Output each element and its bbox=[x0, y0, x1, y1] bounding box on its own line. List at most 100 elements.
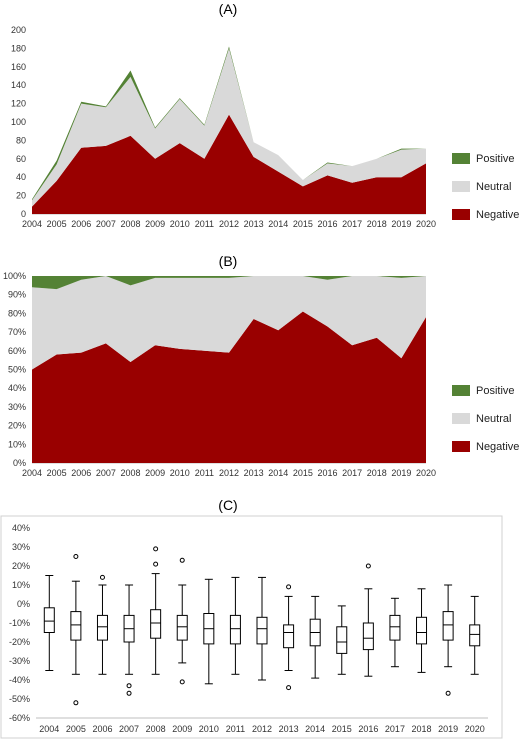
x-tick-label: 2018 bbox=[367, 219, 387, 229]
x-tick-label: 2018 bbox=[367, 468, 387, 478]
panel-b-areas bbox=[32, 276, 426, 463]
legend-swatch-neutral bbox=[452, 181, 470, 192]
area-neutral bbox=[32, 276, 426, 370]
box-2009 bbox=[176, 557, 188, 685]
y-tick-label: 100% bbox=[3, 271, 26, 281]
x-tick-label: 2015 bbox=[293, 468, 313, 478]
legend-swatch-neutral bbox=[452, 413, 470, 424]
outlier-point bbox=[73, 700, 79, 706]
y-tick-label: 90% bbox=[8, 290, 26, 300]
y-tick-label: 30% bbox=[8, 402, 26, 412]
y-tick-label: 100 bbox=[11, 117, 26, 127]
x-tick-label: 2004 bbox=[22, 468, 42, 478]
box-2010 bbox=[203, 578, 215, 685]
x-tick-label: 2012 bbox=[219, 219, 239, 229]
y-tick-label: 10% bbox=[8, 439, 26, 449]
box-2007 bbox=[123, 584, 135, 696]
panel-c-axes: -60% -50% -40% -30% -20% -10% 0% 10% 20% 30% 40% 20… bbox=[9, 523, 488, 734]
x-tick-label: 2010 bbox=[170, 219, 190, 229]
outlier-point bbox=[153, 546, 159, 552]
panel-c-frame bbox=[0, 515, 503, 739]
y-tick-label: -40% bbox=[9, 675, 30, 685]
y-tick-label: 140 bbox=[11, 80, 26, 90]
y-tick-label: 0% bbox=[17, 599, 30, 609]
x-tick-label: 2011 bbox=[195, 468, 214, 478]
box-2013 bbox=[283, 584, 295, 691]
y-tick-label: 60% bbox=[8, 346, 26, 356]
x-tick-label: 2016 bbox=[358, 724, 378, 734]
panel-c: (C) -60% -50% -40% -30% -20% -10% 0% 10% 20% 30% 4… bbox=[0, 497, 503, 739]
x-tick-label: 2014 bbox=[305, 724, 325, 734]
iqr-box bbox=[362, 622, 374, 651]
legend-swatch-positive bbox=[452, 153, 470, 164]
y-tick-label: 70% bbox=[8, 327, 26, 337]
y-tick-label: 0 bbox=[21, 209, 26, 219]
x-tick-label: 2009 bbox=[145, 219, 165, 229]
x-tick-label: 2006 bbox=[71, 219, 91, 229]
y-tick-label: 20% bbox=[8, 421, 26, 431]
panel-a: (A) 0 20 40 60 80 100 120 140 160 180 200 2004 2005 2… bbox=[11, 1, 519, 229]
box-2016 bbox=[362, 563, 374, 677]
iqr-box bbox=[469, 624, 481, 647]
x-tick-label: 2019 bbox=[391, 219, 411, 229]
box-2008 bbox=[150, 546, 162, 675]
box-2015 bbox=[336, 605, 348, 675]
x-tick-label: 2012 bbox=[252, 724, 272, 734]
x-tick-label: 2012 bbox=[219, 468, 239, 478]
panel-a-legend: Positive Neutral Negative bbox=[452, 153, 519, 221]
legend-label-negative: Negative bbox=[476, 441, 519, 453]
legend-swatch-negative bbox=[452, 209, 470, 220]
iqr-box bbox=[416, 616, 428, 645]
y-tick-label: 40 bbox=[16, 172, 26, 182]
outlier-point bbox=[286, 584, 292, 590]
iqr-box bbox=[442, 611, 454, 641]
legend-swatch-negative bbox=[452, 441, 470, 452]
y-tick-label: 20% bbox=[12, 561, 30, 571]
x-tick-label: 2014 bbox=[268, 468, 288, 478]
x-tick-label: 2009 bbox=[145, 468, 165, 478]
legend-label-positive: Positive bbox=[476, 153, 515, 165]
box-2004 bbox=[43, 575, 55, 671]
outlier-point bbox=[365, 563, 371, 569]
x-tick-label: 2015 bbox=[293, 219, 313, 229]
panel-b-legend: Positive Neutral Negative bbox=[452, 385, 519, 453]
x-tick-label: 2008 bbox=[120, 219, 140, 229]
y-tick-label: -50% bbox=[9, 694, 30, 704]
iqr-box bbox=[229, 614, 241, 645]
y-tick-label: 20 bbox=[16, 191, 26, 201]
x-tick-label: 2007 bbox=[119, 724, 139, 734]
legend-label-positive: Positive bbox=[476, 385, 515, 397]
y-tick-label: 160 bbox=[11, 62, 26, 72]
panel-b-title: (B) bbox=[219, 253, 238, 269]
box-2012 bbox=[256, 576, 268, 681]
panel-c-title: (C) bbox=[218, 497, 237, 513]
box-2020 bbox=[469, 595, 481, 675]
iqr-box bbox=[283, 624, 295, 649]
y-tick-label: -10% bbox=[9, 618, 30, 628]
y-tick-label: 80 bbox=[16, 135, 26, 145]
x-tick-label: 2020 bbox=[416, 468, 436, 478]
y-tick-label: -30% bbox=[9, 656, 30, 666]
panel-c-boxes bbox=[43, 546, 481, 706]
panel-a-areas bbox=[32, 46, 426, 214]
x-tick-label: 2019 bbox=[391, 468, 411, 478]
legend-label-neutral: Neutral bbox=[476, 413, 511, 425]
iqr-box bbox=[389, 614, 401, 641]
x-tick-label: 2007 bbox=[96, 468, 116, 478]
iqr-box bbox=[150, 609, 162, 639]
box-2011 bbox=[229, 576, 241, 675]
legend-swatch-positive bbox=[452, 385, 470, 396]
iqr-box bbox=[176, 614, 188, 641]
y-tick-label: 80% bbox=[8, 308, 26, 318]
box-2006 bbox=[96, 574, 108, 675]
outlier-point bbox=[153, 561, 159, 567]
iqr-box bbox=[336, 626, 348, 654]
box-2017 bbox=[389, 597, 401, 668]
iqr-box bbox=[256, 616, 268, 645]
x-tick-label: 2007 bbox=[96, 219, 116, 229]
outlier-point bbox=[445, 690, 451, 696]
outlier-point bbox=[179, 557, 185, 563]
x-tick-label: 2009 bbox=[172, 724, 192, 734]
x-tick-label: 2005 bbox=[47, 468, 67, 478]
y-tick-label: 60 bbox=[16, 154, 26, 164]
